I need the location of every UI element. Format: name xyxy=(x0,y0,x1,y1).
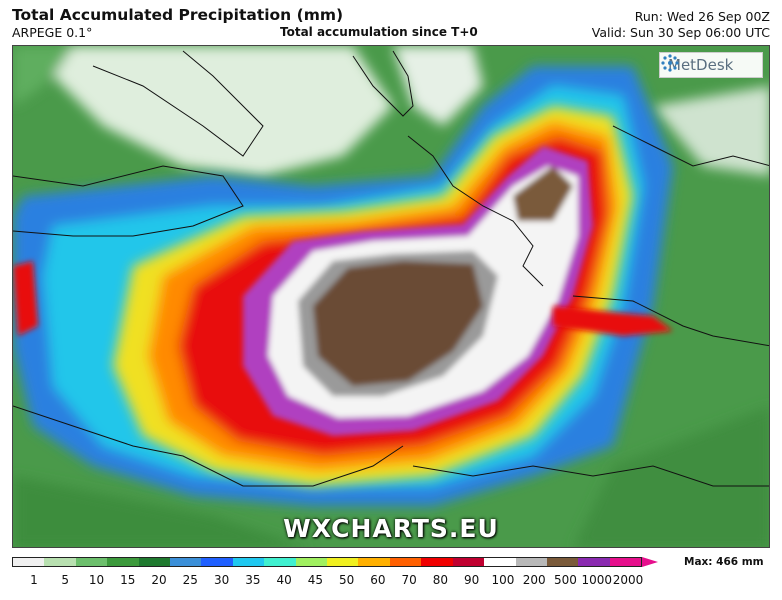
colorbar-segment xyxy=(138,558,171,566)
metdesk-logo-text: MetDesk xyxy=(668,56,734,74)
colorbar xyxy=(12,557,642,567)
precipitation-map: MetDesk WXCHARTS.EU xyxy=(12,45,770,548)
colorbar-tick-label: 80 xyxy=(432,573,449,587)
watermark: WXCHARTS.EU xyxy=(283,514,499,543)
metdesk-logo: MetDesk xyxy=(659,52,763,78)
chart-title: Total Accumulated Precipitation (mm) xyxy=(12,6,344,24)
colorbar-segment xyxy=(107,558,139,566)
precipitation-field xyxy=(13,46,769,547)
colorbar-tick-label: 45 xyxy=(307,573,323,587)
colorbar-tick-label: 15 xyxy=(120,573,136,587)
colorbar-tick-label: 2000 xyxy=(612,573,644,587)
metdesk-logo-icon xyxy=(661,54,679,72)
colorbar-tick-label: 90 xyxy=(464,573,480,587)
colorbar-tick-label: 5 xyxy=(61,573,70,587)
colorbar-segment xyxy=(609,558,642,566)
colorbar-tick-label: 70 xyxy=(401,573,417,587)
colorbar-segment xyxy=(452,558,485,566)
colorbar-segment xyxy=(546,558,579,566)
colorbar-segment xyxy=(75,558,108,566)
model-name: ARPEGE 0.1° xyxy=(12,25,93,40)
colorbar-segment xyxy=(13,558,45,566)
colorbar-segment xyxy=(358,558,390,566)
coastlines xyxy=(13,50,769,487)
colorbar-segment xyxy=(421,558,453,566)
colorbar-tick-label: 30 xyxy=(213,573,230,587)
colorbar-segment xyxy=(327,558,359,566)
colorbar-tick-label: 500 xyxy=(554,573,577,587)
colorbar-segment xyxy=(295,558,328,566)
max-value-label: Max: 466 mm xyxy=(684,556,764,568)
colorbar-tick-label: 35 xyxy=(245,573,261,587)
colorbar-tick-label: 60 xyxy=(370,573,386,587)
colorbar-segment xyxy=(44,558,76,566)
chart-subtitle: Total accumulation since T+0 xyxy=(280,25,478,39)
colorbar-segment xyxy=(201,558,233,566)
colorbar-max-arrow xyxy=(642,557,658,567)
colorbar-segment xyxy=(389,558,422,566)
colorbar-tick-label: 10 xyxy=(88,573,105,587)
valid-time: Valid: Sun 30 Sep 06:00 UTC xyxy=(591,25,770,40)
run-time: Run: Wed 26 Sep 00Z xyxy=(634,9,770,24)
colorbar-segment xyxy=(170,558,202,566)
colorbar-tick-label: 25 xyxy=(182,573,198,587)
colorbar-segment xyxy=(484,558,516,566)
colorbar-tick-label: 1 xyxy=(30,573,38,587)
colorbar-tick-label: 100 xyxy=(491,573,515,587)
colorbar-segment xyxy=(264,558,296,566)
colorbar-tick-label: 50 xyxy=(338,573,355,587)
colorbar-tick-label: 200 xyxy=(522,573,546,587)
colorbar-segment xyxy=(232,558,265,566)
colorbar-tick-label: 40 xyxy=(276,573,292,587)
colorbar-tick-label: 20 xyxy=(151,573,167,587)
colorbar-segment xyxy=(578,558,610,566)
colorbar-segment xyxy=(515,558,547,566)
colorbar-tick-label: 1000 xyxy=(581,573,613,587)
